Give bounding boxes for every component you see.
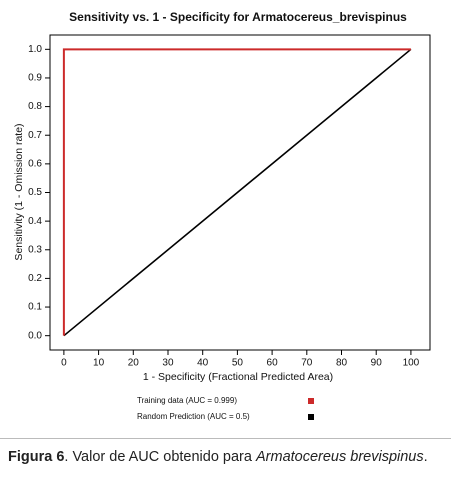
x-tick-label: 100	[403, 358, 420, 369]
x-tick-label: 40	[197, 358, 209, 369]
chart: Sensitivity vs. 1 - Specificity for Arma…	[13, 10, 431, 421]
y-tick-label: 0.9	[28, 73, 42, 84]
legend-label: Training data (AUC = 0.999)	[137, 396, 237, 405]
x-tick-label: 60	[267, 358, 279, 369]
caption: Figura 6. Valor de AUC obtenido para Arm…	[8, 448, 438, 467]
x-tick-label: 70	[301, 358, 313, 369]
caption-species: Armatocereus brevispinus	[255, 449, 424, 465]
chart-title: Sensitivity vs. 1 - Specificity for Arma…	[69, 10, 407, 24]
x-tick-label: 90	[371, 358, 383, 369]
y-tick-label: 0.0	[28, 330, 42, 341]
y-tick-label: 0.4	[28, 216, 42, 227]
x-tick-label: 30	[162, 358, 174, 369]
legend-swatch	[308, 414, 314, 420]
legend-swatch	[308, 398, 314, 404]
caption-label: Figura 6	[8, 449, 65, 465]
x-tick-label: 50	[232, 358, 244, 369]
y-tick-label: 1.0	[28, 44, 42, 55]
caption-text: . Valor de AUC obtenido para	[64, 449, 256, 465]
x-tick-label: 10	[93, 358, 105, 369]
y-tick-label: 0.8	[28, 101, 42, 112]
x-tick-label: 0	[61, 358, 67, 369]
plot-frame	[49, 34, 431, 351]
legend-label: Random Prediction (AUC = 0.5)	[137, 412, 250, 421]
y-tick-label: 0.6	[28, 159, 42, 170]
y-tick-label: 0.7	[28, 130, 42, 141]
series-line	[62, 48, 411, 336]
series-line	[63, 48, 412, 337]
y-tick-label: 0.1	[28, 302, 42, 313]
y-axis-label: Sensitivity (1 - Omission rate)	[13, 123, 25, 260]
caption-end: .	[423, 449, 428, 465]
x-tick-label: 80	[336, 358, 348, 369]
x-axis-label: 1 - Specificity (Fractional Predicted Ar…	[143, 371, 333, 383]
y-tick-label: 0.5	[28, 187, 42, 198]
x-tick-label: 20	[128, 358, 140, 369]
y-tick-label: 0.2	[28, 273, 42, 284]
y-tick-label: 0.3	[28, 244, 42, 255]
separator	[0, 438, 451, 439]
